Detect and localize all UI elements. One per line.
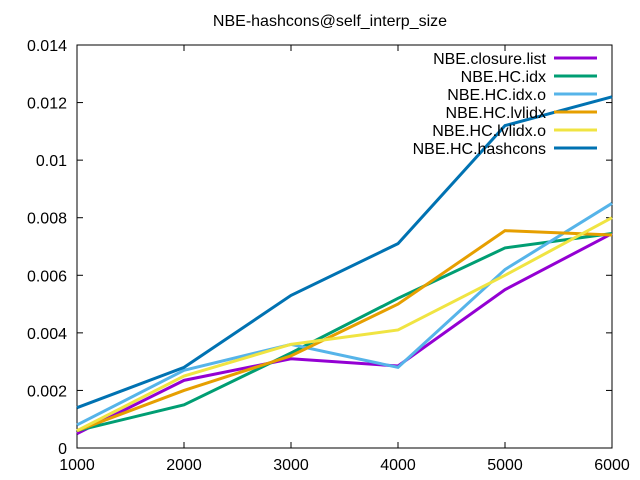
series-line-nbe-hc-hashcons	[76, 95, 613, 410]
y-tick-label: 0.014	[27, 38, 67, 55]
plot-area	[76, 44, 613, 449]
x-tick-label: 2000	[166, 457, 202, 474]
y-tick-label: 0.006	[27, 268, 67, 285]
series-line-nbe-hc-lvlidx-o	[76, 216, 613, 433]
x-tick-label: 3000	[273, 457, 309, 474]
legend-label-nbe-hc-idx-o: NBE.HC.idx.o	[447, 87, 546, 104]
plot-border	[76, 44, 613, 449]
series-line-nbe-hc-lvlidx	[76, 229, 613, 433]
legend-label-nbe-hc-lvlidx-o: NBE.HC.lvlidx.o	[432, 123, 546, 140]
series-line-nbe-closure-list	[76, 232, 613, 435]
series-lines	[76, 95, 613, 435]
y-tick-label: 0.002	[27, 383, 67, 400]
y-tick-label: 0.008	[27, 211, 67, 228]
series-line-nbe-hc-idx-o	[76, 202, 613, 427]
legend-label-nbe-closure-list: NBE.closure.list	[433, 51, 546, 68]
y-tick-label: 0.012	[27, 96, 67, 113]
chart-title: NBE-hashcons@self_interp_size	[213, 13, 447, 30]
y-axis: 0 0.002 0.004 0.006 0.008 0.01 0.012 0.014	[27, 38, 612, 458]
legend-label-nbe-hc-idx: NBE.HC.idx	[461, 69, 546, 86]
y-tick-label: 0.004	[27, 326, 67, 343]
legend-label-nbe-hc-hashcons: NBE.HC.hashcons	[413, 141, 546, 158]
x-axis: 1000 2000 3000 4000 5000 6000	[59, 45, 630, 474]
legend: NBE.closure.listNBE.HC.idxNBE.HC.idx.oNB…	[413, 51, 597, 158]
series-line-nbe-hc-idx	[76, 232, 613, 433]
x-tick-label: 5000	[487, 457, 523, 474]
x-tick-label: 1000	[59, 457, 95, 474]
x-tick-label: 4000	[380, 457, 416, 474]
x-tick-label: 6000	[594, 457, 630, 474]
legend-label-nbe-hc-lvlidx: NBE.HC.lvlidx	[446, 105, 546, 122]
y-tick-label: 0	[58, 441, 67, 458]
y-tick-label: 0.01	[36, 153, 67, 170]
